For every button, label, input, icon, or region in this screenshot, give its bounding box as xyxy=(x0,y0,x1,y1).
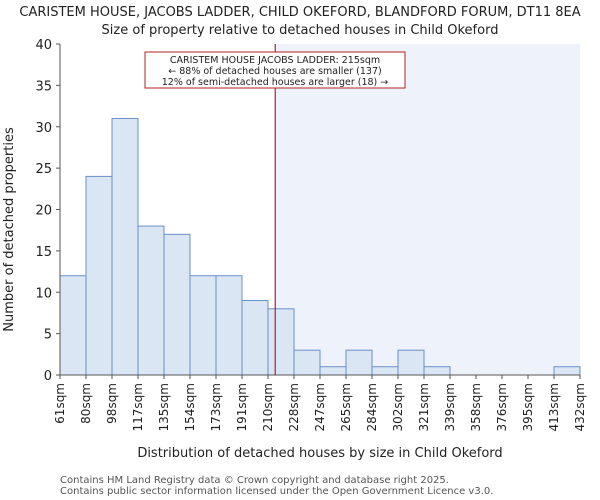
x-tick-label: 395sqm xyxy=(521,383,535,431)
x-tick-label: 61sqm xyxy=(53,383,67,424)
footer-copyright: Contains HM Land Registry data © Crown c… xyxy=(60,475,449,486)
histogram-bar xyxy=(397,349,425,376)
histogram-bar xyxy=(59,275,87,376)
y-tick-label: 10 xyxy=(35,286,52,301)
histogram-bar xyxy=(371,366,399,376)
x-tick-label: 358sqm xyxy=(469,383,483,431)
x-tick-label: 432sqm xyxy=(573,383,587,431)
histogram-bar xyxy=(189,275,217,376)
annotation-line: 12% of semi-detached houses are larger (… xyxy=(162,77,389,88)
x-tick-label: 135sqm xyxy=(157,383,171,431)
x-tick-label: 339sqm xyxy=(443,383,457,431)
histogram-bar xyxy=(137,225,165,376)
x-tick-label: 265sqm xyxy=(339,383,353,431)
chart-title: CARISTEM HOUSE, JACOBS LADDER, CHILD OKE… xyxy=(19,5,581,20)
y-tick-label: 0 xyxy=(44,369,52,384)
histogram-bar xyxy=(85,175,113,376)
y-tick-label: 25 xyxy=(35,162,52,177)
annotation-line: ← 88% of detached houses are smaller (13… xyxy=(168,66,381,77)
x-tick-label: 321sqm xyxy=(417,383,431,431)
highlight-region xyxy=(275,44,580,375)
footer-licence: Contains public sector information licen… xyxy=(60,486,494,497)
y-tick-label: 30 xyxy=(35,121,52,136)
histogram-bar xyxy=(111,117,139,376)
histogram-bar xyxy=(345,349,373,376)
x-tick-label: 302sqm xyxy=(391,383,405,431)
x-axis-title: Distribution of detached houses by size … xyxy=(137,446,502,461)
histogram-bar xyxy=(319,366,347,376)
x-tick-label: 98sqm xyxy=(105,383,119,424)
x-tick-label: 154sqm xyxy=(183,383,197,431)
x-tick-label: 413sqm xyxy=(547,383,561,431)
histogram-bar xyxy=(241,300,269,376)
y-tick-label: 40 xyxy=(35,38,52,53)
histogram-bar xyxy=(553,366,581,376)
annotation-line: CARISTEM HOUSE JACOBS LADDER: 215sqm xyxy=(170,55,380,66)
histogram-bar xyxy=(293,349,321,376)
histogram-bar xyxy=(423,366,451,376)
x-tick-label: 191sqm xyxy=(235,383,249,431)
y-tick-label: 35 xyxy=(35,79,52,94)
x-tick-label: 376sqm xyxy=(495,383,509,431)
y-tick-label: 15 xyxy=(35,245,52,260)
x-tick-label: 80sqm xyxy=(79,383,93,424)
x-tick-label: 228sqm xyxy=(287,383,301,431)
chart-subtitle: Size of property relative to detached ho… xyxy=(101,23,499,38)
x-tick-label: 173sqm xyxy=(209,383,223,431)
histogram-bar xyxy=(215,275,243,376)
annotation-box xyxy=(144,51,406,89)
histogram-bar xyxy=(163,233,191,376)
y-axis-title: Number of detached properties xyxy=(2,127,17,332)
x-tick-label: 247sqm xyxy=(313,383,327,431)
x-tick-label: 117sqm xyxy=(131,383,145,431)
x-tick-label: 284sqm xyxy=(365,383,379,431)
y-tick-label: 20 xyxy=(35,204,52,219)
x-tick-label: 210sqm xyxy=(261,383,275,431)
y-tick-label: 5 xyxy=(44,328,52,343)
histogram-bar xyxy=(267,308,295,376)
